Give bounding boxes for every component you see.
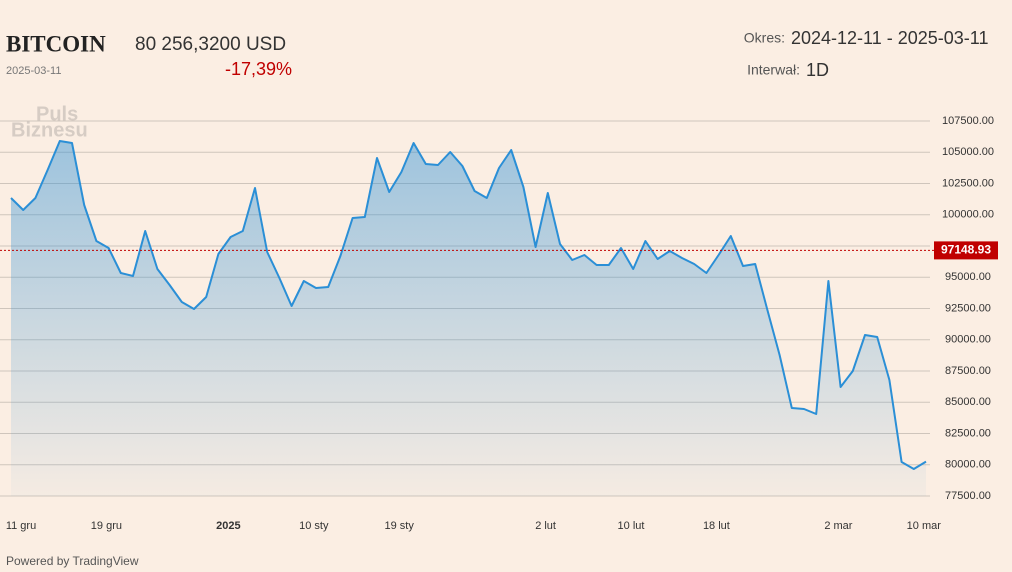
watermark: Biznesu [11, 119, 88, 141]
watermark: Puls [36, 103, 78, 125]
y-tick-label: 85000.00 [945, 396, 991, 408]
y-tick-label: 107500.00 [942, 115, 994, 127]
x-tick-label: 2025 [216, 520, 240, 532]
date: 2025-03-11 [6, 65, 61, 77]
price-label-box [934, 241, 998, 260]
y-tick-label: 87500.00 [945, 365, 991, 377]
x-tick-label: 2 mar [824, 520, 852, 532]
period: 2024-12-11 - 2025-03-11 [791, 28, 988, 48]
x-tick-label: 11 gru [6, 520, 36, 532]
symbol: BITCOIN [6, 31, 106, 56]
x-tick-label: 19 sty [385, 520, 415, 532]
y-tick-label: 92500.00 [945, 302, 991, 314]
y-tick-label: 80000.00 [945, 459, 991, 471]
x-tick-label: 10 sty [299, 520, 329, 532]
y-tick-label: 105000.00 [942, 146, 994, 158]
x-tick-label: 18 lut [703, 520, 730, 532]
y-tick-label: 82500.00 [945, 427, 991, 439]
y-tick-label: 90000.00 [945, 334, 991, 346]
x-tick-label: 2 lut [535, 520, 556, 532]
footer: Powered by TradingView [6, 554, 139, 568]
interval: 1D [806, 60, 829, 80]
y-tick-label: 95000.00 [945, 271, 991, 283]
price-label: 97148.93 [941, 243, 991, 257]
y-tick-label: 102500.00 [942, 177, 994, 189]
x-tick-label: 19 gru [91, 520, 122, 532]
line [10, 140, 927, 470]
x-tick-label: 10 lut [618, 520, 645, 532]
x-tick-label: 10 mar [907, 520, 942, 532]
interval-label: Interwał: [747, 62, 800, 78]
y-tick-label: 77500.00 [945, 490, 991, 502]
price: 80 256,3200 USD [135, 34, 286, 55]
y-tick-label: 100000.00 [942, 209, 994, 221]
period-label: Okres: [744, 30, 785, 46]
change: -17,39% [225, 59, 292, 79]
area [11, 141, 926, 496]
